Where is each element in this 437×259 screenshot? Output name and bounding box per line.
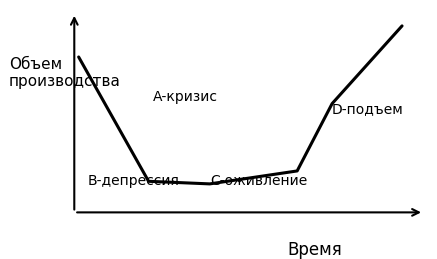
Text: С-оживление: С-оживление	[210, 174, 307, 188]
Text: D-подъем: D-подъем	[332, 103, 404, 117]
Text: А-кризис: А-кризис	[153, 90, 218, 104]
Text: Объем
производства: Объем производства	[9, 57, 121, 89]
Text: Время: Время	[287, 241, 342, 259]
Text: В-депрессия: В-депрессия	[87, 174, 179, 188]
